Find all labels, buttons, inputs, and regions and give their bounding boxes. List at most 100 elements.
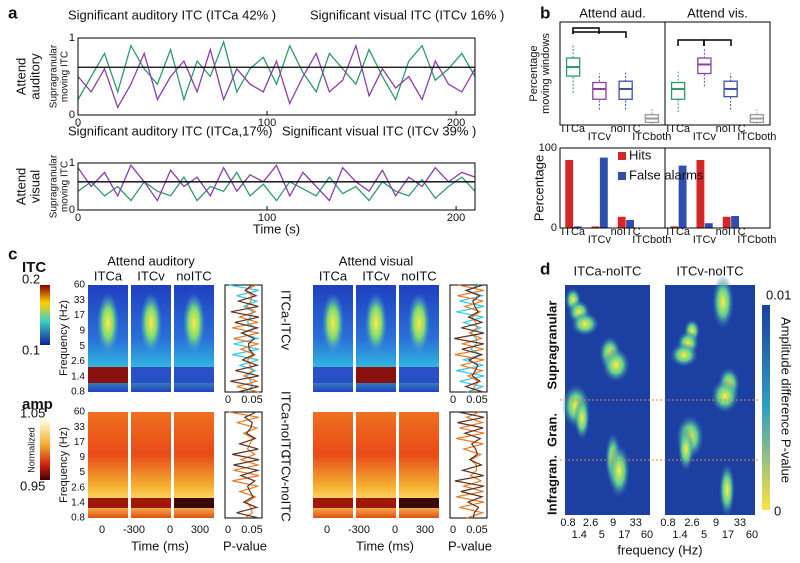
heatmap-blob	[670, 343, 698, 367]
bar	[617, 216, 626, 228]
category-label: ITCv	[588, 131, 612, 143]
column-title: ITCv-noITC	[676, 263, 743, 278]
y-tick-label: 17	[74, 310, 86, 321]
column-label: noITC	[176, 268, 211, 283]
x-tick-label: 0	[392, 524, 398, 536]
scale-name: Amplitude difference P-value	[779, 317, 794, 483]
series-label: Significant auditory ITC (ITCa,17%)	[68, 123, 272, 138]
x-tick-label: -300	[348, 524, 370, 536]
x-tick-label: 33	[734, 517, 746, 529]
condition-label: Attend	[13, 58, 28, 96]
panel-label: a	[8, 3, 18, 22]
x-axis-label: P-value	[223, 538, 267, 553]
colorbar	[40, 420, 50, 480]
heatmap-band	[131, 498, 171, 508]
x-tick-label: 200	[447, 212, 465, 224]
x-tick-label: 0	[99, 524, 105, 536]
heatmap-band	[88, 367, 128, 383]
heatmap-blob	[97, 293, 119, 353]
panel-label: b	[540, 3, 550, 22]
category-label: ITCa	[666, 123, 691, 135]
y-tick-label: 5	[79, 341, 85, 352]
x-tick-label: -300	[123, 524, 145, 536]
heatmap-blob	[711, 379, 739, 413]
x-axis-label: P-value	[448, 538, 492, 553]
heatmap-blob	[183, 293, 205, 353]
x-tick-label: 5	[599, 529, 605, 541]
legend-label: Hits	[629, 147, 652, 162]
box-body	[592, 81, 607, 100]
bracket	[703, 39, 732, 46]
y-axis-label: Supragranular	[49, 44, 60, 108]
series-line	[77, 43, 476, 109]
heatmap-band	[174, 367, 214, 383]
x-tick-label: 60	[746, 529, 758, 541]
x-tick-label: 0	[324, 524, 330, 536]
condition-label: visual	[27, 170, 42, 203]
pvalue-trace	[454, 411, 485, 519]
heatmap-blob	[571, 312, 599, 336]
colorbar	[762, 305, 770, 510]
pvalue-trace	[232, 284, 261, 393]
heatmap-band	[88, 498, 128, 508]
panel-label: c	[8, 244, 17, 263]
y-tick-label: 0.8	[71, 513, 85, 524]
x-tick-label: 0	[225, 394, 231, 406]
category-label: ITCboth	[737, 131, 776, 143]
comparison-label: ITCv-noITC	[279, 454, 294, 521]
category-label: noITC	[611, 226, 641, 238]
bar	[731, 216, 740, 228]
condition-label: Attend	[13, 168, 28, 206]
x-tick-label: 0.05	[466, 394, 487, 406]
y-axis-label: Frequency (Hz)	[58, 300, 70, 376]
heatmap-blob	[140, 293, 162, 353]
pvalue-trace	[454, 284, 484, 393]
heatmap-band	[399, 367, 439, 383]
plot-frame	[77, 162, 476, 211]
scale-label: 0.95	[20, 478, 45, 493]
condition-title: Attend visual	[339, 253, 414, 268]
group-title: Attend vis.	[687, 5, 748, 20]
legend-label: False alarms	[629, 167, 704, 182]
heatmap-blob	[602, 348, 630, 382]
x-tick-label: 0	[75, 117, 81, 129]
x-tick-label: 0	[75, 212, 81, 224]
series-label: Significant visual ITC (ITCv 16% )	[310, 7, 504, 22]
bar	[678, 165, 687, 228]
y-tick-label: 0	[69, 204, 75, 216]
x-tick-label: 17	[618, 529, 630, 541]
x-axis-label: frequency (Hz)	[617, 542, 702, 557]
column-label: noITC	[401, 268, 436, 283]
series-line	[77, 39, 476, 102]
bar	[565, 160, 574, 228]
row-label: ITC	[22, 259, 46, 276]
x-tick-label: 300	[416, 524, 434, 536]
category-label: ITCa	[666, 226, 691, 238]
scale-label: 0	[774, 503, 781, 518]
x-tick-label: 100	[258, 212, 276, 224]
x-axis-label: Time (s)	[253, 221, 300, 236]
heatmap-blob	[574, 396, 590, 440]
y-tick-label: 1	[69, 32, 75, 44]
x-tick-label: 0	[450, 524, 456, 536]
bracket	[677, 39, 705, 46]
y-tick-label: 33	[74, 422, 86, 433]
colorbar	[40, 285, 50, 345]
y-tick-label: 17	[74, 437, 86, 448]
y-axis-label: moving ITC	[60, 161, 71, 212]
bar	[696, 160, 705, 228]
bar	[704, 223, 713, 228]
y-tick-label: 9	[79, 452, 85, 463]
pvalue-trace	[232, 411, 261, 519]
column-label: ITCa	[319, 268, 348, 283]
x-tick-label: 17	[722, 529, 734, 541]
x-tick-label: 0.05	[466, 524, 487, 536]
y-tick-label: 60	[74, 280, 86, 291]
x-tick-label: 0	[450, 394, 456, 406]
y-tick-label: 2.6	[71, 482, 85, 493]
heatmap-blob	[678, 427, 694, 471]
box-body	[618, 80, 633, 100]
x-tick-label: 0.8	[660, 517, 675, 529]
y-tick-label: 5	[79, 467, 85, 478]
